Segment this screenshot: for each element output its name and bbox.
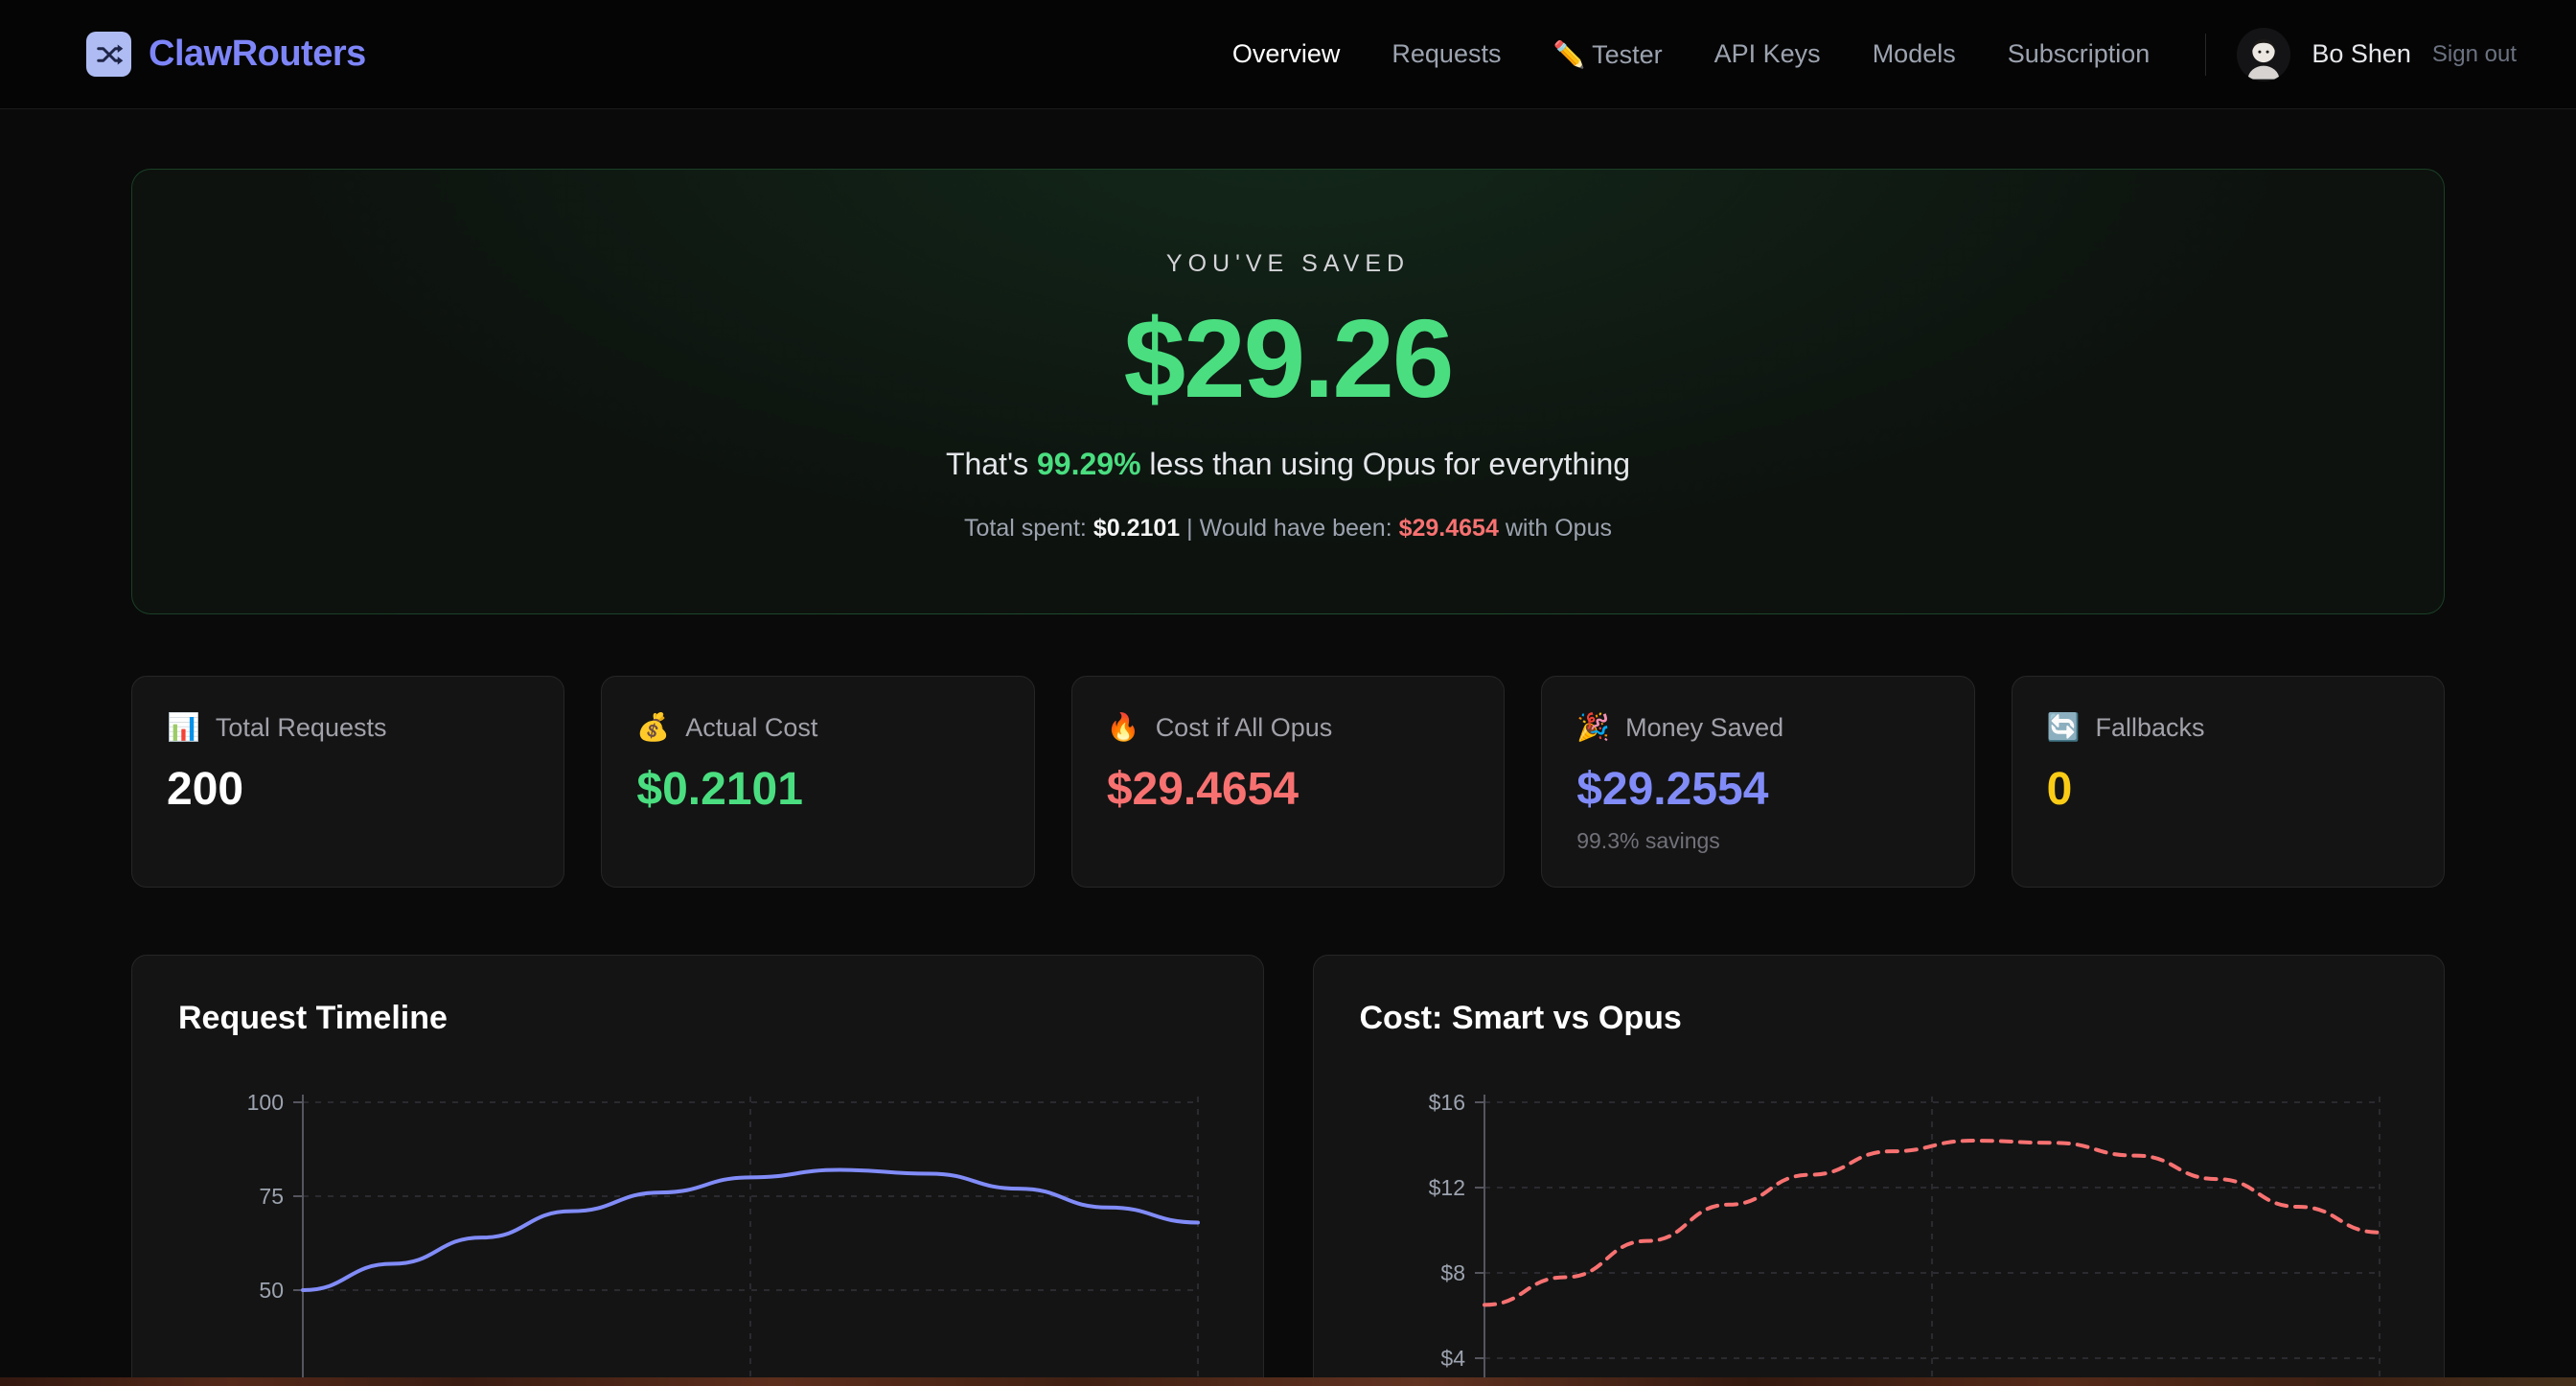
brand[interactable]: ClawRouters (86, 32, 366, 77)
cost-comparison-chart: $16 $12 $8 $4 (1360, 1089, 2399, 1386)
top-nav: ClawRouters Overview Requests ✏️ Tester … (0, 0, 2576, 109)
stat-label: Cost if All Opus (1155, 712, 1333, 742)
stat-card-actual-cost: 💰 Actual Cost $0.2101 (601, 675, 1035, 889)
savings-percent: 99.29% (1037, 446, 1141, 481)
stat-value: $29.2554 (1576, 763, 1769, 815)
stat-subtext (636, 828, 999, 853)
stat-label: Money Saved (1625, 712, 1784, 742)
request-timeline-card: Request Timeline 100 75 50 (131, 955, 1264, 1386)
stat-value: 200 (167, 763, 244, 815)
savings-hero: YOU'VE SAVED $29.26 That's 99.29% less t… (131, 169, 2445, 614)
request-timeline-chart: 100 75 50 (178, 1089, 1217, 1386)
clipped-bottom-content (0, 1377, 2576, 1386)
svg-text:75: 75 (259, 1184, 284, 1209)
cost-comparison-card: Cost: Smart vs Opus $16 $12 $8 $4 (1312, 955, 2445, 1386)
chart-title-cost-comparison: Cost: Smart vs Opus (1359, 1000, 1682, 1037)
detail-suffix: with Opus (1498, 514, 1612, 542)
stat-label: Fallbacks (2095, 712, 2205, 742)
stat-subtext: 99.3% savings (1576, 828, 1720, 854)
refresh-icon: 🔄 (2046, 712, 2081, 743)
svg-text:$8: $8 (1440, 1260, 1465, 1285)
stat-label: Total Requests (215, 712, 387, 742)
stat-subtext (2047, 828, 2409, 853)
brand-name: ClawRouters (149, 34, 366, 74)
stat-label: Actual Cost (685, 712, 818, 742)
stat-value: $0.2101 (636, 763, 803, 815)
nav-item-models[interactable]: Models (1872, 39, 1956, 68)
sign-out-link[interactable]: Sign out (2431, 40, 2517, 67)
summary-suffix: less than using Opus for everything (1140, 446, 1631, 481)
nav-item-overview[interactable]: Overview (1231, 39, 1341, 68)
svg-text:$4: $4 (1440, 1346, 1465, 1371)
total-spent-value: $0.2101 (1092, 514, 1181, 542)
opus-cost-value: $29.4654 (1398, 514, 1499, 542)
stat-card-money-saved: 🎉 Money Saved $29.2554 99.3% savings (1541, 675, 1975, 889)
stat-value: 0 (2046, 763, 2073, 815)
chart-title-request-timeline: Request Timeline (178, 1000, 448, 1037)
money-bag-icon: 💰 (636, 712, 671, 743)
charts-row: Request Timeline 100 75 50 Cost: Smart vs … (131, 955, 2445, 1386)
svg-text:$12: $12 (1428, 1175, 1464, 1200)
avatar[interactable] (2237, 27, 2291, 81)
svg-text:100: 100 (247, 1090, 284, 1115)
bar-chart-icon: 📊 (167, 712, 200, 743)
nav-item-tester[interactable]: ✏️ Tester (1552, 39, 1663, 69)
stat-subtext (1107, 828, 1469, 853)
stat-value: $29.4654 (1106, 763, 1300, 815)
savings-amount: $29.26 (1123, 296, 1455, 421)
spend-detail: Total spent: $0.2101 | Would have been: … (171, 515, 2405, 543)
detail-mid: | Would have been: (1180, 514, 1399, 542)
user-name: Bo Shen (2312, 39, 2411, 68)
savings-summary: That's 99.29% less than using Opus for e… (171, 447, 2405, 482)
stat-card-fallbacks: 🔄 Fallbacks 0 (2011, 675, 2446, 889)
svg-text:50: 50 (259, 1278, 284, 1303)
stats-row: 📊 Total Requests 200 💰 Actual Cost $0.21… (131, 675, 2446, 889)
fire-icon: 🔥 (1106, 712, 1140, 743)
detail-prefix: Total spent: (964, 514, 1093, 542)
nav-item-api-keys[interactable]: API Keys (1714, 39, 1821, 68)
nav-divider (2205, 33, 2207, 76)
shuffle-logo-icon (86, 32, 131, 77)
stat-subtext (167, 828, 529, 853)
svg-text:$16: $16 (1428, 1090, 1464, 1115)
hero-kicker: YOU'VE SAVED (1165, 250, 1411, 277)
nav-item-requests[interactable]: Requests (1392, 39, 1502, 68)
summary-prefix: That's (945, 446, 1037, 481)
user-menu: Bo Shen Sign out (2205, 27, 2517, 81)
stat-card-total-requests: 📊 Total Requests 200 (131, 675, 565, 889)
nav-links: Overview Requests ✏️ Tester API Keys Mod… (1232, 39, 2150, 70)
stat-card-cost-if-all-opus: 🔥 Cost if All Opus $29.4654 (1070, 675, 1506, 889)
party-popper-icon: 🎉 (1576, 712, 1611, 743)
nav-item-subscription[interactable]: Subscription (2007, 39, 2150, 68)
